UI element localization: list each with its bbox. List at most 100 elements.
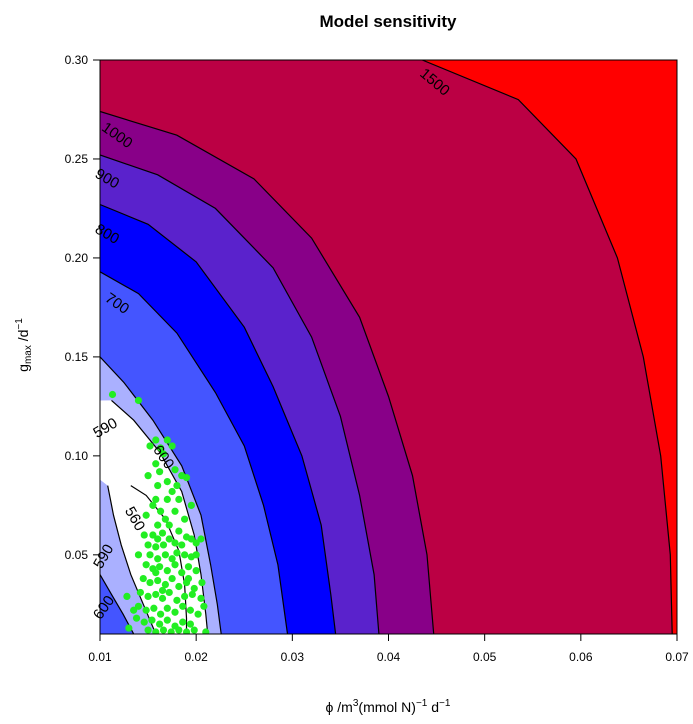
y-axis: 0.05 0.10 0.15 0.20 0.25 0.30 xyxy=(65,53,100,562)
x-axis-label-sup1: 3 xyxy=(353,698,359,709)
data-point xyxy=(167,628,175,634)
data-point xyxy=(156,444,165,452)
data-point xyxy=(173,481,181,490)
data-point xyxy=(142,606,150,614)
data-point xyxy=(187,535,195,543)
contour-lines xyxy=(100,60,673,634)
data-point xyxy=(192,551,200,559)
data-point xyxy=(132,614,141,622)
data-point xyxy=(149,531,157,539)
y-tick-label: 0.30 xyxy=(65,53,89,67)
data-point xyxy=(168,574,176,583)
data-point xyxy=(144,472,152,480)
data-point xyxy=(134,551,143,559)
data-point xyxy=(144,541,152,549)
data-point xyxy=(152,569,160,577)
data-point xyxy=(182,628,191,634)
x-tick-label: 0.01 xyxy=(88,650,112,664)
data-point xyxy=(192,567,200,575)
data-point xyxy=(171,466,179,474)
data-point xyxy=(200,602,208,610)
data-point xyxy=(136,588,144,597)
contour-line-600 xyxy=(100,574,135,634)
data-point xyxy=(149,501,157,509)
data-point xyxy=(187,501,195,509)
contour-line-1500 xyxy=(421,60,673,634)
data-point xyxy=(161,515,169,523)
data-point xyxy=(171,608,179,616)
y-tick-label: 0.25 xyxy=(65,152,89,166)
data-point xyxy=(158,586,167,595)
data-point xyxy=(142,511,150,519)
data-point xyxy=(158,529,167,537)
data-point xyxy=(159,450,168,458)
data-point xyxy=(165,535,173,543)
data-point xyxy=(123,592,131,600)
data-point xyxy=(148,616,156,624)
data-point xyxy=(161,580,169,589)
data-point xyxy=(184,574,193,583)
data-point xyxy=(130,606,138,614)
data-point xyxy=(165,588,173,597)
data-point xyxy=(154,481,162,490)
data-point xyxy=(179,618,187,626)
data-point xyxy=(154,555,162,563)
data-point xyxy=(178,541,186,549)
data-point xyxy=(156,507,165,515)
data-point xyxy=(108,390,117,399)
data-point xyxy=(158,594,167,602)
data-point xyxy=(190,626,198,634)
contour-line-800 xyxy=(100,203,337,634)
contour-line-1000 xyxy=(100,110,435,634)
data-point xyxy=(168,487,176,496)
y-axis-label-sup: −1 xyxy=(14,318,25,330)
data-point xyxy=(156,468,164,476)
data-point xyxy=(154,521,162,529)
x-axis-label: ϕ /m3(mmol N)−1 d−1 xyxy=(326,698,451,715)
x-tick-label: 0.02 xyxy=(184,650,208,664)
data-point xyxy=(197,594,205,602)
data-point xyxy=(181,551,189,559)
y-tick-label: 0.15 xyxy=(65,350,89,364)
y-axis-label-mid: /d xyxy=(15,330,31,346)
y-axis-label-sub: max xyxy=(23,345,34,364)
data-point xyxy=(171,507,179,515)
data-point xyxy=(179,602,187,610)
data-point xyxy=(163,567,171,575)
data-point xyxy=(163,616,171,624)
data-point xyxy=(154,535,162,543)
data-point xyxy=(139,574,147,583)
contour-line-600 xyxy=(100,356,222,634)
data-point xyxy=(152,436,160,444)
x-axis-label-sup2: −1 xyxy=(416,698,428,709)
data-point xyxy=(144,626,152,634)
data-point xyxy=(178,569,186,577)
y-axis-label-base: g xyxy=(15,364,31,372)
data-point xyxy=(156,563,164,571)
x-axis-label-sup3: −1 xyxy=(439,698,451,709)
data-point xyxy=(190,584,198,593)
data-point xyxy=(152,495,160,504)
x-tick-label: 0.04 xyxy=(377,650,401,664)
x-axis-label-mid: (mmol N) xyxy=(358,699,416,715)
data-point xyxy=(152,628,160,634)
data-point xyxy=(125,624,133,632)
data-point xyxy=(152,460,160,468)
data-point xyxy=(142,561,150,569)
data-point xyxy=(192,539,200,547)
data-point xyxy=(198,578,206,587)
data-point xyxy=(173,596,181,604)
data-point xyxy=(168,555,176,563)
data-point xyxy=(181,515,189,523)
data-point xyxy=(184,563,193,571)
data-point xyxy=(163,495,171,504)
x-axis-label-tail: d xyxy=(427,699,439,715)
contour-line-900 xyxy=(100,154,380,634)
data-point xyxy=(175,626,183,634)
data-point xyxy=(140,531,148,539)
y-axis-label: gmax /d−1 xyxy=(14,318,34,372)
x-tick-label: 0.07 xyxy=(665,650,689,664)
data-point xyxy=(175,582,183,591)
data-point xyxy=(159,626,168,634)
